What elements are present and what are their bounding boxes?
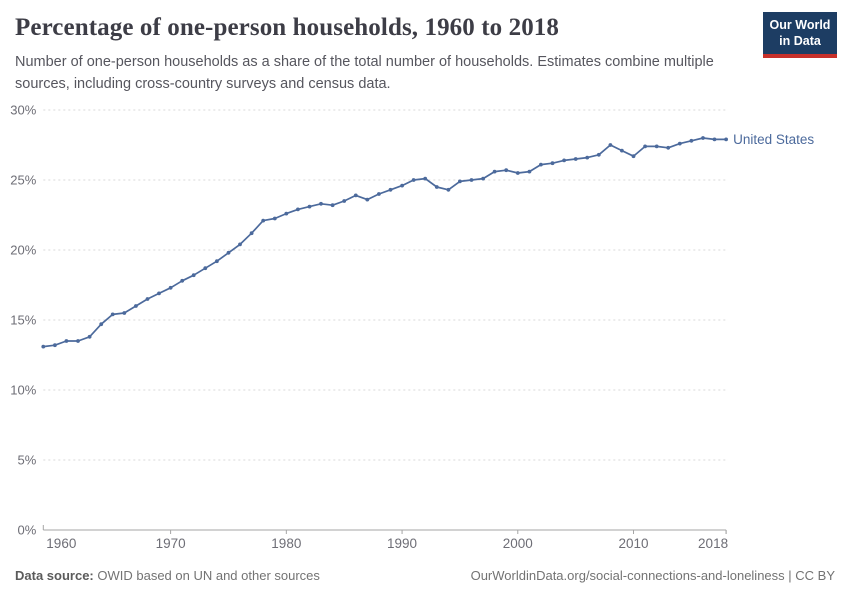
data-point-1979 <box>272 216 277 221</box>
data-source-note: Data source: OWID based on UN and other … <box>15 568 320 583</box>
data-point-2013 <box>666 145 671 150</box>
y-tick-label-0: 0% <box>18 523 37 538</box>
y-tick-label-5: 5% <box>18 453 37 468</box>
x-tick-label-2000: 2000 <box>503 536 533 551</box>
data-point-1975 <box>226 250 231 255</box>
data-point-1983 <box>319 201 323 206</box>
data-point-2014 <box>677 141 682 146</box>
data-point-1999 <box>504 168 509 173</box>
y-tick-label-10: 10% <box>10 383 36 398</box>
data-point-1989 <box>388 187 393 192</box>
data-point-1982 <box>307 204 312 209</box>
data-point-1967 <box>134 304 138 308</box>
y-tick-label-30: 30% <box>10 103 36 118</box>
y-tick-label-15: 15% <box>10 313 36 328</box>
data-point-2012 <box>654 144 659 149</box>
data-point-2016 <box>701 136 705 140</box>
data-point-1992 <box>423 176 428 181</box>
data-point-1995 <box>458 179 462 184</box>
data-point-1993 <box>434 185 439 189</box>
owid-logo-line2: in Data <box>779 33 821 48</box>
data-point-2008 <box>608 143 613 147</box>
data-point-2000 <box>515 171 520 175</box>
data-point-2010 <box>631 154 636 159</box>
data-point-2002 <box>539 162 543 167</box>
data-point-2007 <box>596 152 601 157</box>
data-point-1988 <box>377 192 381 196</box>
data-point-2018 <box>724 137 728 142</box>
page-title: Percentage of one-person households, 196… <box>15 14 559 41</box>
data-point-2011 <box>643 144 647 149</box>
data-point-2017 <box>712 137 717 142</box>
data-source-label: Data source: <box>15 568 94 583</box>
data-point-1991 <box>411 178 416 182</box>
x-tick-label-2018: 2018 <box>698 536 728 551</box>
data-point-1966 <box>122 311 127 315</box>
data-point-1986 <box>353 193 358 198</box>
data-point-1994 <box>446 187 451 192</box>
data-point-1974 <box>215 259 219 264</box>
data-point-2006 <box>585 155 590 160</box>
x-tick-label-2010: 2010 <box>618 536 648 551</box>
chart-header: Percentage of one-person households, 196… <box>15 14 765 96</box>
data-point-1969 <box>157 291 161 296</box>
data-point-2005 <box>573 157 578 161</box>
chart-footer: Data source: OWID based on UN and other … <box>15 568 835 583</box>
x-tick-label-1970: 1970 <box>156 536 186 551</box>
x-tick-label-1980: 1980 <box>271 536 301 551</box>
owid-logo[interactable]: Our World in Data <box>763 12 837 59</box>
data-point-1977 <box>249 231 254 236</box>
data-point-1960 <box>53 343 57 348</box>
chart-area: 0% 5% 10% 15% 20% 25% 30% 1960 1970 1980 1990 2000 2… <box>0 95 850 565</box>
chart-subtitle: Number of one-person households as a sha… <box>15 54 714 93</box>
data-point-2015 <box>689 138 694 143</box>
data-point-1976 <box>238 242 242 247</box>
data-point-1962 <box>76 339 80 343</box>
data-point-1963 <box>87 334 92 339</box>
x-tick-label-1960: 1960 <box>46 536 76 551</box>
data-point-1961 <box>64 339 69 343</box>
owid-url-link[interactable]: OurWorldinData.org/social-connections-an… <box>470 568 835 583</box>
data-point-2004 <box>562 158 566 163</box>
data-point-2001 <box>527 169 532 174</box>
data-point-1990 <box>400 183 404 188</box>
series-line-united-states <box>43 137 727 348</box>
data-point-1997 <box>481 176 485 181</box>
data-point-1998 <box>492 169 497 174</box>
data-point-1964 <box>99 322 104 327</box>
y-tick-label-25: 25% <box>10 173 36 188</box>
data-source-text: OWID based on UN and other sources <box>93 568 320 583</box>
chart-svg: 0% 5% 10% 15% 20% 25% 30% 1960 1970 1980 1990 2000 2… <box>10 103 814 552</box>
y-tick-label-20: 20% <box>10 243 36 258</box>
plot-area[interactable] <box>43 110 726 530</box>
data-point-1973 <box>203 266 208 271</box>
data-point-2009 <box>620 148 624 153</box>
data-point-1978 <box>261 218 266 223</box>
data-point-1968 <box>145 297 150 301</box>
data-point-1971 <box>180 278 185 283</box>
data-point-1987 <box>365 197 370 202</box>
x-tick-label-1990: 1990 <box>387 536 417 551</box>
data-point-1972 <box>191 273 196 278</box>
data-point-1980 <box>284 211 289 216</box>
data-point-1984 <box>330 203 335 208</box>
data-point-1981 <box>296 207 300 212</box>
data-point-1959 <box>41 344 46 349</box>
series-label[interactable]: United States <box>733 132 814 147</box>
data-point-1985 <box>342 199 347 203</box>
data-point-1970 <box>168 285 173 290</box>
data-point-2003 <box>550 161 555 166</box>
data-point-1996 <box>469 178 474 182</box>
owid-logo-line1: Our World <box>769 18 831 32</box>
data-point-1965 <box>110 312 115 317</box>
